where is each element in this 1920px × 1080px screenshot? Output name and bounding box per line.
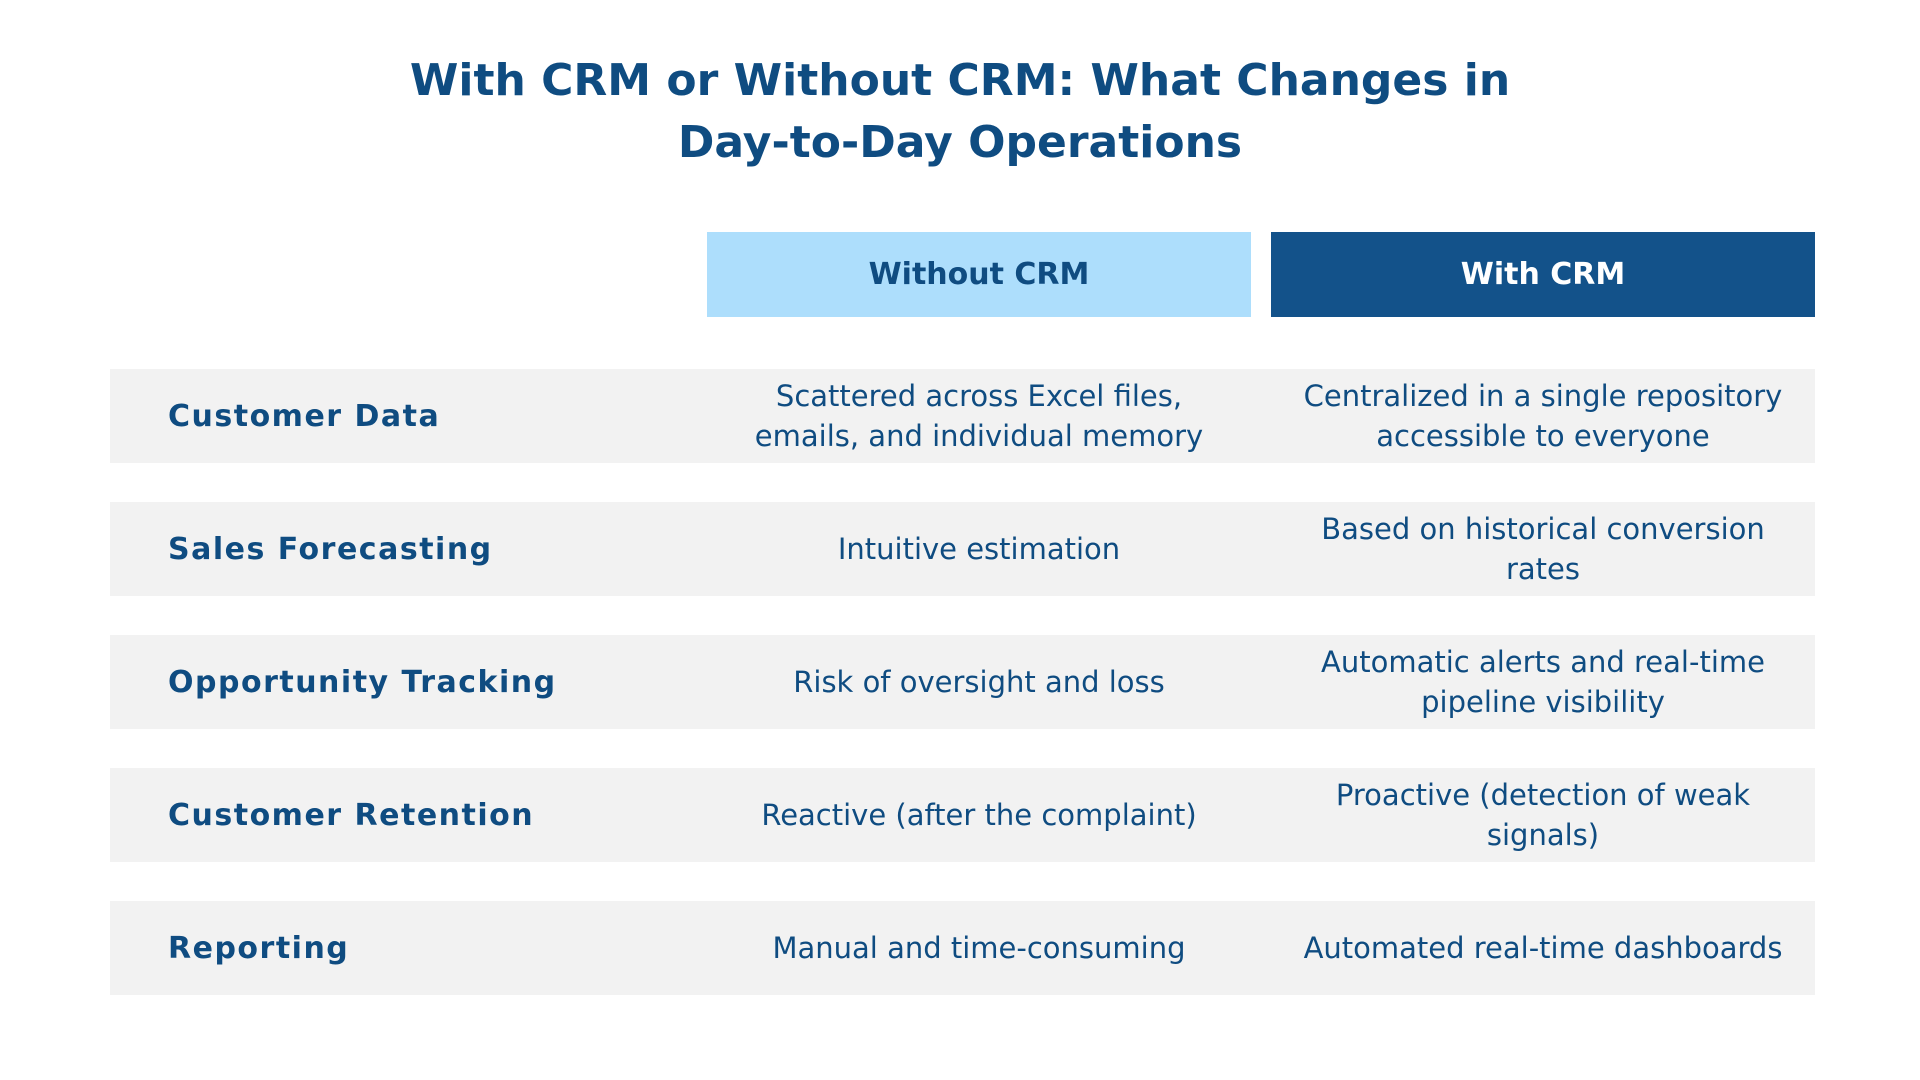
cell-without-crm: Manual and time-consuming (707, 901, 1251, 995)
page-title-line-2: Day-to-Day Operations (677, 117, 1243, 168)
table-row: Customer Data Scattered across Excel fil… (110, 369, 1815, 463)
cell-with-crm: Proactive (detection of weak signals) (1271, 768, 1815, 862)
cell-text: Intuitive estimation (837, 532, 1121, 566)
cell-with-crm: Based on historical conversion rates (1271, 502, 1815, 596)
table-row: Sales Forecasting Intuitive estimation B… (110, 502, 1815, 596)
cell-without-crm: Intuitive estimation (707, 502, 1251, 596)
cell-with-crm: Automatic alerts and real-time pipeline … (1271, 635, 1815, 729)
cell-with-crm: Automated real-time dashboards (1271, 901, 1815, 995)
row-label: Customer Data (168, 398, 441, 434)
page-title: With CRM or Without CRM: What Changes in… (0, 50, 1920, 174)
cell-text: Automated real-time dashboards (1303, 931, 1783, 965)
column-header-without-crm: Without CRM (707, 232, 1251, 317)
cell-text: Proactive (detection of weak signals) (1335, 778, 1751, 852)
cell-text: Centralized in a single repository acces… (1303, 379, 1783, 453)
table-row: Customer Retention Reactive (after the c… (110, 768, 1815, 862)
row-label: Opportunity Tracking (168, 664, 557, 700)
row-label: Sales Forecasting (168, 531, 493, 567)
cell-without-crm: Risk of oversight and loss (707, 635, 1251, 729)
cell-with-crm: Centralized in a single repository acces… (1271, 369, 1815, 463)
row-label: Customer Retention (168, 797, 535, 833)
cell-without-crm: Reactive (after the complaint) (707, 768, 1251, 862)
row-label: Reporting (168, 930, 350, 966)
cell-text: Manual and time-consuming (772, 931, 1186, 965)
cell-without-crm: Scattered across Excel files, emails, an… (707, 369, 1251, 463)
cell-text: Automatic alerts and real-time pipeline … (1321, 645, 1765, 719)
table-row: Reporting Manual and time-consuming Auto… (110, 901, 1815, 995)
cell-text: Based on historical conversion rates (1321, 512, 1765, 586)
column-header-with-crm: With CRM (1271, 232, 1815, 317)
cell-text: Scattered across Excel files, emails, an… (754, 379, 1204, 453)
page-title-line-1: With CRM or Without CRM: What Changes in (409, 55, 1511, 106)
cell-text: Risk of oversight and loss (793, 665, 1165, 699)
cell-text: Reactive (after the complaint) (761, 798, 1197, 832)
table-row: Opportunity Tracking Risk of oversight a… (110, 635, 1815, 729)
